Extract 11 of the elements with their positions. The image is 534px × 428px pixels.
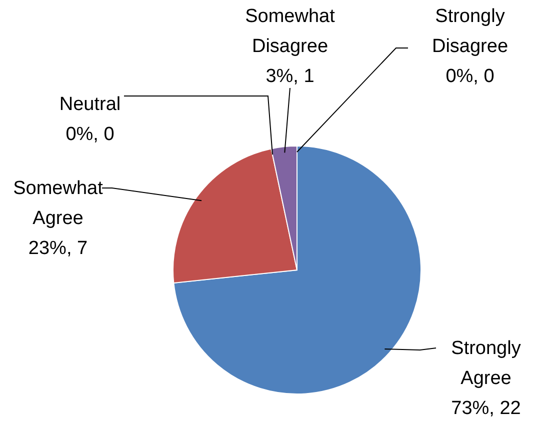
slice-label: Somewhat Agree	[13, 178, 104, 229]
data-label: 23%, 7	[28, 238, 88, 259]
text: 0%, 0	[446, 66, 494, 87]
slice-label: Somewhat Disagree	[245, 6, 336, 57]
text: 0%, 0	[66, 124, 114, 145]
category-label: Neutral	[59, 94, 121, 115]
data-label: 3%, 1	[266, 66, 314, 87]
pie-slice	[173, 146, 422, 394]
data-label: 73%, 22	[451, 398, 521, 419]
slice-label: Strongly Agree	[451, 338, 522, 389]
category-label: Strongly Disagree	[432, 6, 508, 57]
